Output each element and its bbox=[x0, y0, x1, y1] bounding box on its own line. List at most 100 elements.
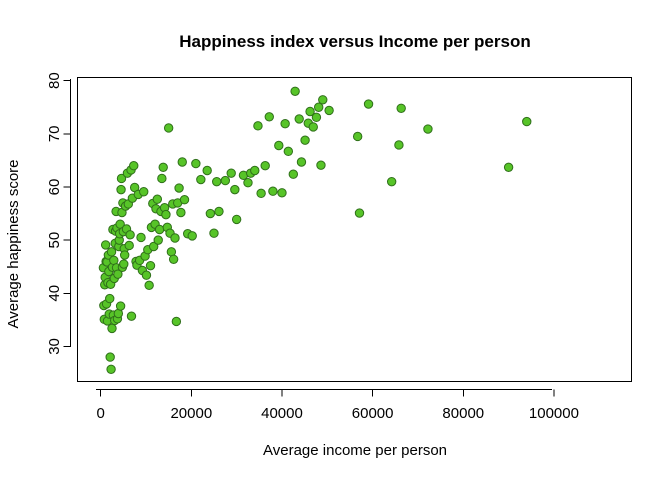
scatter-point-144 bbox=[503, 162, 514, 173]
y-tick-label-5: 70 bbox=[46, 125, 63, 142]
scatter-point-110 bbox=[231, 214, 242, 225]
scatter-point-138 bbox=[354, 208, 365, 218]
x-tick-label-4: 60000 bbox=[352, 405, 394, 422]
scatter-point-126 bbox=[294, 114, 304, 124]
scatter-point-20 bbox=[107, 323, 117, 334]
y-tick-label-4: 60 bbox=[46, 179, 63, 196]
y-axis-label: Average happiness score bbox=[5, 160, 22, 329]
x-tick-label-2: 20000 bbox=[170, 405, 212, 422]
plot-area-border bbox=[77, 77, 632, 382]
y-axis-ticks: 30 40 50 60 70 80 bbox=[46, 72, 71, 355]
scatter-point-92 bbox=[171, 316, 182, 327]
scatter-point-41 bbox=[116, 173, 127, 184]
scatter-point-99 bbox=[187, 231, 197, 241]
scatter-point-94 bbox=[174, 183, 184, 193]
x-tick-label-5: 80000 bbox=[442, 405, 484, 422]
scatter-point-6 bbox=[100, 240, 111, 250]
scatter-point-145 bbox=[522, 116, 532, 127]
scatter-point-124 bbox=[288, 169, 299, 179]
scatter-point-33 bbox=[113, 269, 123, 279]
scatter-point-95 bbox=[176, 207, 186, 218]
scatter-point-48 bbox=[119, 250, 130, 260]
scatter-point-58 bbox=[129, 161, 139, 171]
scatter-point-139 bbox=[363, 99, 374, 109]
scatter-point-103 bbox=[205, 208, 216, 219]
scatter-point-19 bbox=[106, 247, 117, 257]
scatter-point-137 bbox=[352, 131, 363, 142]
scatter-point-102 bbox=[202, 165, 212, 176]
scatter-point-130 bbox=[305, 106, 315, 117]
scatter-point-132 bbox=[311, 112, 322, 123]
y-tick-label-6: 80 bbox=[46, 72, 63, 89]
scatter-point-142 bbox=[396, 103, 406, 114]
scatter-point-107 bbox=[220, 175, 231, 186]
scatter-point-82 bbox=[158, 162, 168, 173]
scatter-point-128 bbox=[300, 135, 310, 145]
scatter-point-96 bbox=[177, 157, 187, 167]
scatter-point-91 bbox=[170, 233, 180, 243]
scatter-point-84 bbox=[161, 209, 171, 220]
scatter-point-134 bbox=[316, 160, 326, 170]
scatter-point-54 bbox=[125, 230, 135, 240]
x-axis-label: Average income per person bbox=[263, 442, 447, 459]
scatter-point-117 bbox=[260, 161, 270, 171]
scatter-point-112 bbox=[243, 178, 253, 188]
scatter-point-143 bbox=[423, 124, 433, 134]
scatter-point-78 bbox=[153, 235, 163, 245]
scatter-point-46 bbox=[119, 259, 129, 269]
scatter-point-90 bbox=[168, 254, 179, 264]
scatter-point-108 bbox=[226, 168, 236, 178]
scatter-point-127 bbox=[296, 157, 307, 167]
scatter-point-66 bbox=[139, 187, 149, 197]
y-tick-label-1: 30 bbox=[46, 338, 63, 355]
x-tick-label-3: 40000 bbox=[261, 405, 303, 422]
y-tick-label-2: 40 bbox=[46, 285, 63, 302]
scatter-point-140 bbox=[386, 176, 397, 187]
scatter-point-141 bbox=[394, 140, 404, 150]
scatter-point-79 bbox=[154, 224, 165, 235]
scatter-point-119 bbox=[268, 186, 278, 196]
scatter-point-77 bbox=[152, 194, 163, 204]
scatter-point-135 bbox=[318, 95, 328, 105]
scatter-point-115 bbox=[253, 121, 263, 131]
scatter-point-123 bbox=[283, 146, 294, 157]
scatter-point-86 bbox=[163, 123, 174, 133]
scatter-point-68 bbox=[141, 270, 152, 280]
scatter-point-109 bbox=[230, 184, 240, 195]
scatter-points bbox=[98, 86, 532, 375]
scatter-point-106 bbox=[214, 206, 224, 217]
scatter-point-122 bbox=[280, 119, 290, 129]
x-tick-label-6: 100000 bbox=[529, 405, 579, 422]
scatter-point-101 bbox=[196, 174, 206, 185]
scatter-point-105 bbox=[212, 176, 222, 187]
scatter-point-40 bbox=[116, 184, 126, 195]
scatter-point-118 bbox=[264, 112, 274, 122]
x-axis-ticks: 0 20000 40000 60000 80000 100000 bbox=[96, 389, 579, 422]
scatter-point-121 bbox=[277, 188, 287, 198]
scatter-point-97 bbox=[179, 195, 190, 205]
scatter-point-100 bbox=[191, 158, 201, 169]
scatter-point-15 bbox=[105, 293, 115, 304]
scatter-point-81 bbox=[157, 173, 167, 184]
scatter-point-116 bbox=[256, 188, 266, 199]
scatter-point-53 bbox=[124, 240, 134, 251]
scatter-point-136 bbox=[324, 105, 334, 116]
scatter-point-74 bbox=[149, 241, 159, 252]
scatter-point-39 bbox=[115, 301, 126, 311]
scatter-point-18 bbox=[106, 364, 116, 375]
y-tick-label-3: 50 bbox=[46, 232, 63, 249]
chart-title: Happiness index versus Income per person bbox=[179, 32, 530, 51]
scatter-point-133 bbox=[313, 102, 324, 112]
scatter-point-70 bbox=[144, 280, 154, 291]
scatter-point-114 bbox=[250, 165, 260, 176]
scatter-point-56 bbox=[126, 311, 137, 321]
scatter-point-71 bbox=[145, 260, 156, 271]
scatter-point-104 bbox=[209, 228, 219, 238]
scatter-point-120 bbox=[274, 140, 284, 151]
x-tick-label-1: 0 bbox=[96, 405, 104, 422]
scatter-point-131 bbox=[308, 122, 318, 132]
scatter-point-16 bbox=[105, 352, 115, 362]
scatter-point-125 bbox=[290, 86, 300, 96]
